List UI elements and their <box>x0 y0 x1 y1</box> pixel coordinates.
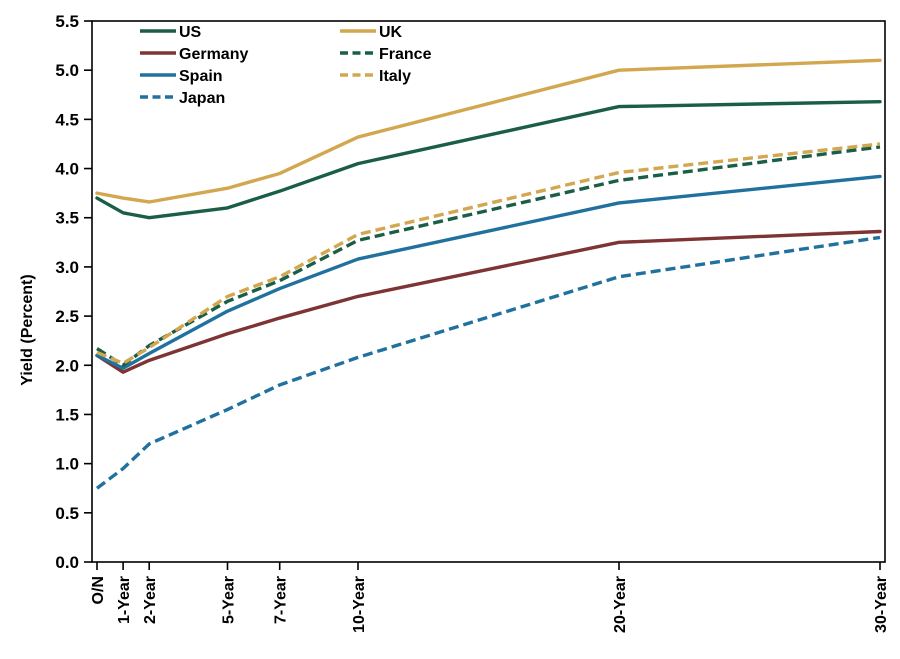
series-line-germany <box>95 229 882 374</box>
y-tick-label: 3.5 <box>55 209 79 228</box>
series-line-italy <box>96 142 881 366</box>
legend-label-japan: Japan <box>179 90 225 107</box>
x-tick-label: 7-Year <box>273 576 290 624</box>
y-axis-title: Yield (Percent) <box>19 274 36 385</box>
y-axis: 0.0 0.5 1.0 1.5 2.0 2.5 3.0 3.5 4.0 4.5 5.0 5.5 <box>55 12 92 572</box>
legend-label-spain: Spain <box>179 68 223 85</box>
plot-frame <box>91 20 886 563</box>
series-line-uk <box>95 58 882 204</box>
x-tick-label: 2-Year <box>142 576 159 624</box>
x-tick-label: 30-Year <box>873 576 890 633</box>
x-tick-label: O/N <box>90 576 107 604</box>
x-axis: O/N 1-Year 2-Year 5-Year 7-Year 10-Year 20-Yea… <box>90 562 890 633</box>
y-tick-label: 4.5 <box>55 110 79 129</box>
y-tick-label: 0.0 <box>55 553 79 572</box>
legend-label-italy: Italy <box>379 68 411 85</box>
series-line-japan <box>95 235 881 490</box>
legend-label-germany: Germany <box>179 46 248 63</box>
x-tick-label: 5-Year <box>221 576 238 624</box>
y-tick-label: 1.5 <box>55 405 79 424</box>
x-tick-label: 20-Year <box>612 576 629 633</box>
y-tick-label: 2.5 <box>55 307 79 326</box>
y-tick-label: 4.0 <box>55 160 79 179</box>
y-tick-label: 0.5 <box>55 504 79 523</box>
y-tick-label: 5.5 <box>55 12 79 31</box>
series-line-us <box>95 99 882 220</box>
y-tick-label: 3.0 <box>55 258 79 277</box>
legend-label-us: US <box>179 24 202 41</box>
y-tick-label: 2.0 <box>55 356 79 375</box>
series-line-spain <box>95 174 882 370</box>
legend-label-uk: UK <box>379 24 403 41</box>
x-tick-label: 10-Year <box>351 576 368 633</box>
x-tick-label: 1-Year <box>116 576 133 624</box>
y-tick-label: 5.0 <box>55 61 79 80</box>
legend: US Germany Spain Japan UK France Italy <box>140 24 432 107</box>
y-tick-label: 1.0 <box>55 455 79 474</box>
legend-label-france: France <box>379 46 432 63</box>
